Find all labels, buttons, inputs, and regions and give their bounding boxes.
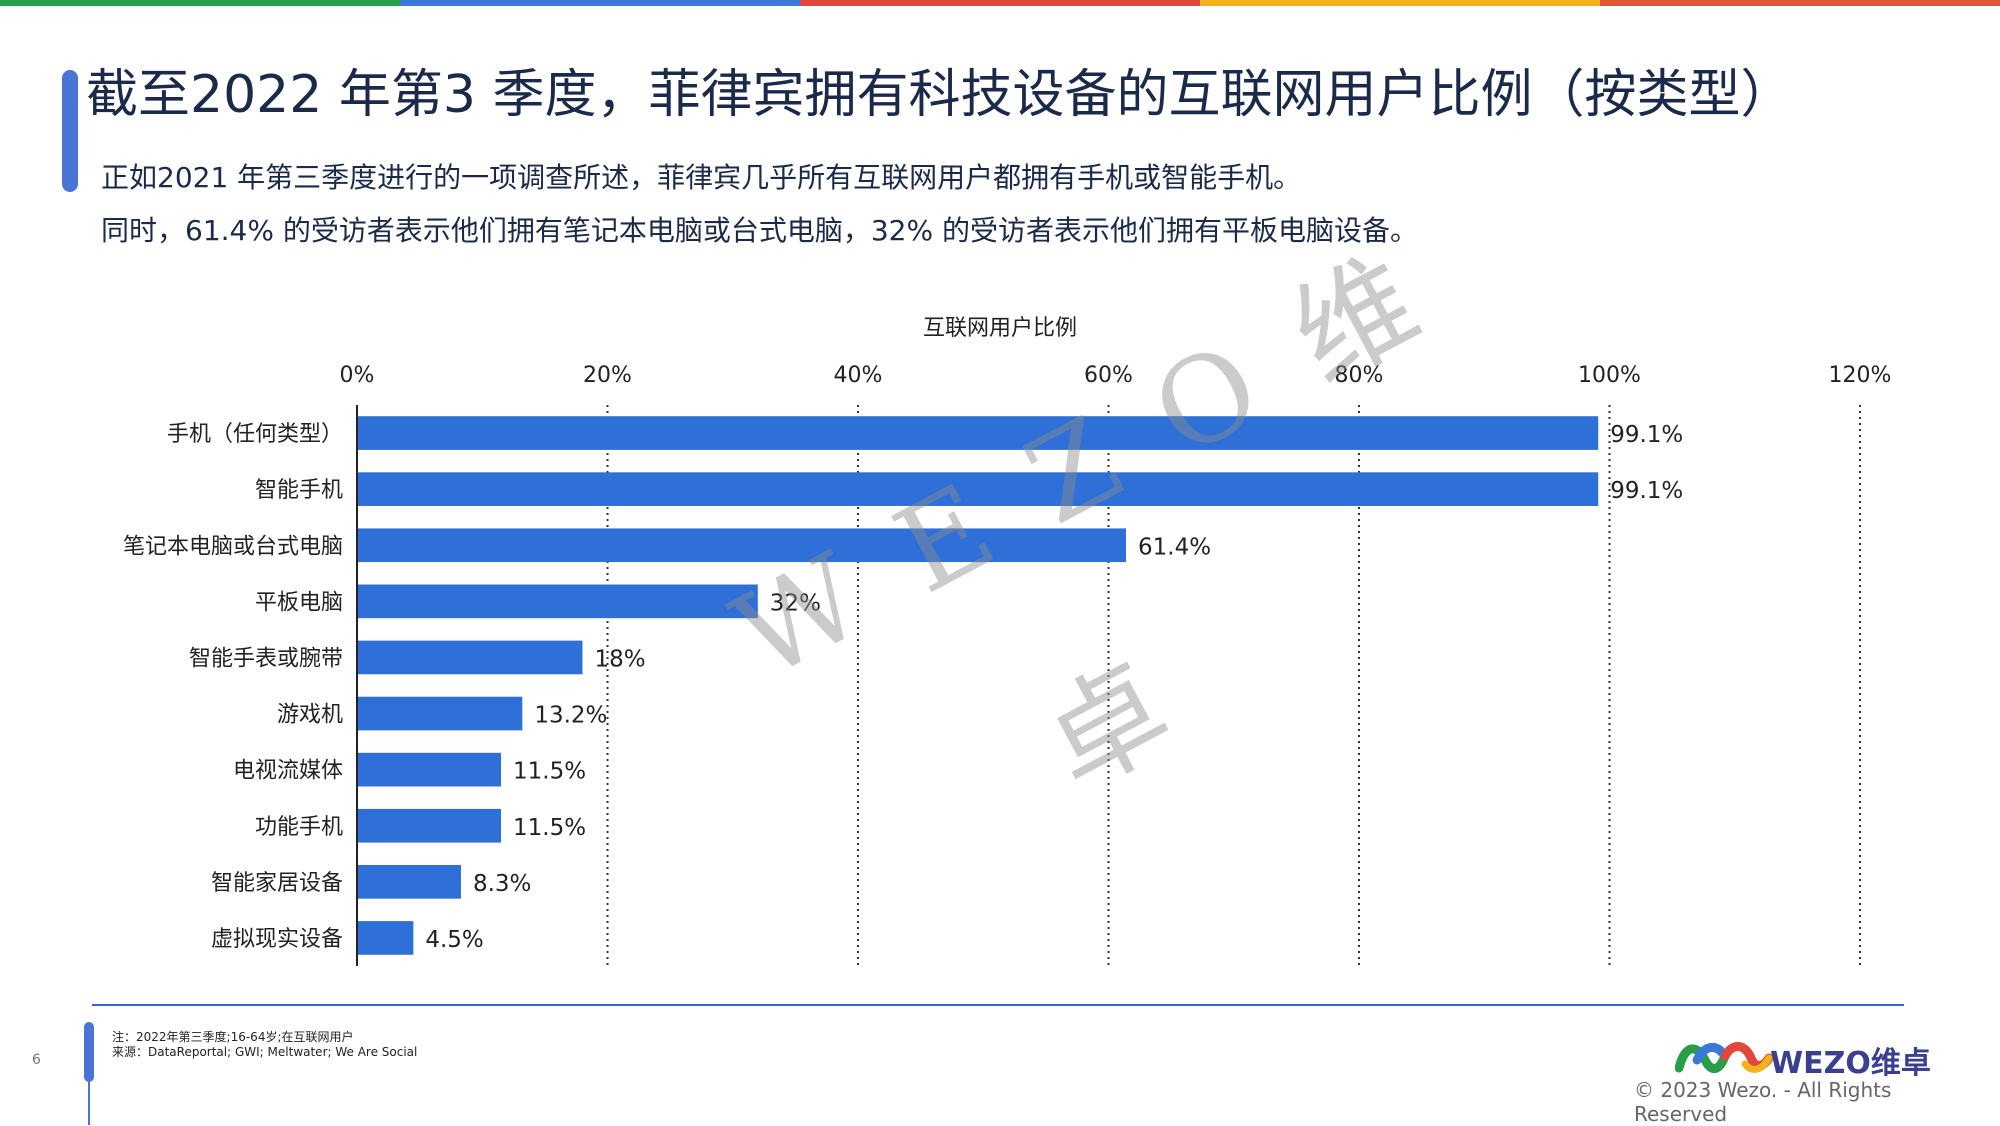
bars — [357, 416, 1599, 955]
subtitle-line-2: 同时，61.4% 的受访者表示他们拥有笔记本电脑或台式电脑，32% 的受访者表示… — [101, 214, 1418, 247]
data-label: 8.3% — [473, 871, 531, 897]
category-label: 笔记本电脑或台式电脑 — [123, 534, 343, 559]
bar — [357, 640, 583, 675]
data-labels: 99.1% 99.1% 61.4% 32% 18% 13.2% 11.5% 11.5% 8.3%… — [425, 422, 1683, 953]
data-label: 32% — [770, 590, 821, 616]
x-axis-title: 互联网用户比例 — [923, 316, 1077, 341]
footer-divider — [92, 1004, 1904, 1006]
category-label: 虚拟现实设备 — [211, 927, 343, 952]
footer-accent-line — [88, 1080, 90, 1125]
page-title: 截至2022 年第3 季度，菲律宾拥有科技设备的互联网用户比例（按类型） — [86, 65, 1793, 125]
bar — [357, 416, 1599, 450]
x-tick-label: 0% — [340, 363, 375, 388]
data-label: 18% — [594, 646, 645, 672]
stripe-green — [0, 0, 400, 6]
bar — [357, 865, 461, 899]
x-tick-label: 80% — [1335, 363, 1384, 388]
category-label: 手机（任何类型） — [167, 422, 343, 447]
bar — [357, 696, 523, 731]
title-accent-bar — [62, 70, 78, 192]
x-tick-label: 20% — [583, 363, 632, 388]
x-tick-label: 60% — [1084, 363, 1133, 388]
stripe-blue — [400, 0, 800, 6]
stripe-orange — [1600, 0, 2000, 6]
data-label: 61.4% — [1138, 534, 1211, 560]
category-label: 电视流媒体 — [233, 759, 343, 784]
bar — [357, 921, 414, 955]
category-label: 平板电脑 — [255, 590, 343, 615]
category-labels: 手机（任何类型） 智能手机笔记本电脑或台式电脑平板电脑智能手表或腕带游戏机电视流媒… — [123, 422, 343, 952]
wezo-logo-icon — [1675, 1042, 1774, 1073]
footer-accent-bar — [84, 1022, 94, 1082]
x-tick-label: 40% — [834, 363, 883, 388]
category-label: 智能手表或腕带 — [189, 646, 343, 671]
data-label: 99.1% — [1610, 478, 1683, 504]
data-label: 99.1% — [1610, 422, 1683, 448]
top-color-stripe — [0, 0, 2000, 6]
data-label: 11.5% — [513, 759, 586, 785]
x-tick-labels: 0% 20% 40% 60% 80% 100% 120% — [340, 363, 1892, 388]
data-label: 11.5% — [513, 815, 586, 841]
copyright: © 2023 Wezo. - All Rights Reserved — [1634, 1078, 1892, 1126]
data-label: 13.2% — [534, 703, 607, 729]
bar — [357, 584, 758, 619]
stripe-yellow — [1200, 0, 1600, 6]
category-label: 功能手机 — [255, 815, 343, 840]
data-label: 4.5% — [425, 927, 483, 953]
bar — [357, 528, 1127, 563]
stripe-red — [800, 0, 1200, 6]
category-label: 游戏机 — [277, 703, 343, 728]
x-tick-label: 120% — [1829, 363, 1892, 388]
bar — [357, 808, 502, 843]
x-tick-label: 100% — [1578, 363, 1641, 388]
category-label: 智能家居设备 — [211, 871, 343, 896]
bar — [357, 472, 1599, 506]
source-note: 来源：DataReportal; GWI; Meltwater; We Are … — [112, 1045, 418, 1059]
brand-name: WEZO维卓 — [1770, 1046, 1931, 1081]
bar — [357, 752, 502, 787]
footnote: 注：2022年第三季度;16-64岁;在互联网用户 — [112, 1030, 354, 1044]
category-label: 智能手机 — [255, 478, 343, 503]
subtitle-line-1: 正如2021 年第三季度进行的一项调查所述，菲律宾几乎所有互联网用户都拥有手机或… — [101, 161, 1302, 194]
page-number: 6 — [32, 1052, 41, 1068]
